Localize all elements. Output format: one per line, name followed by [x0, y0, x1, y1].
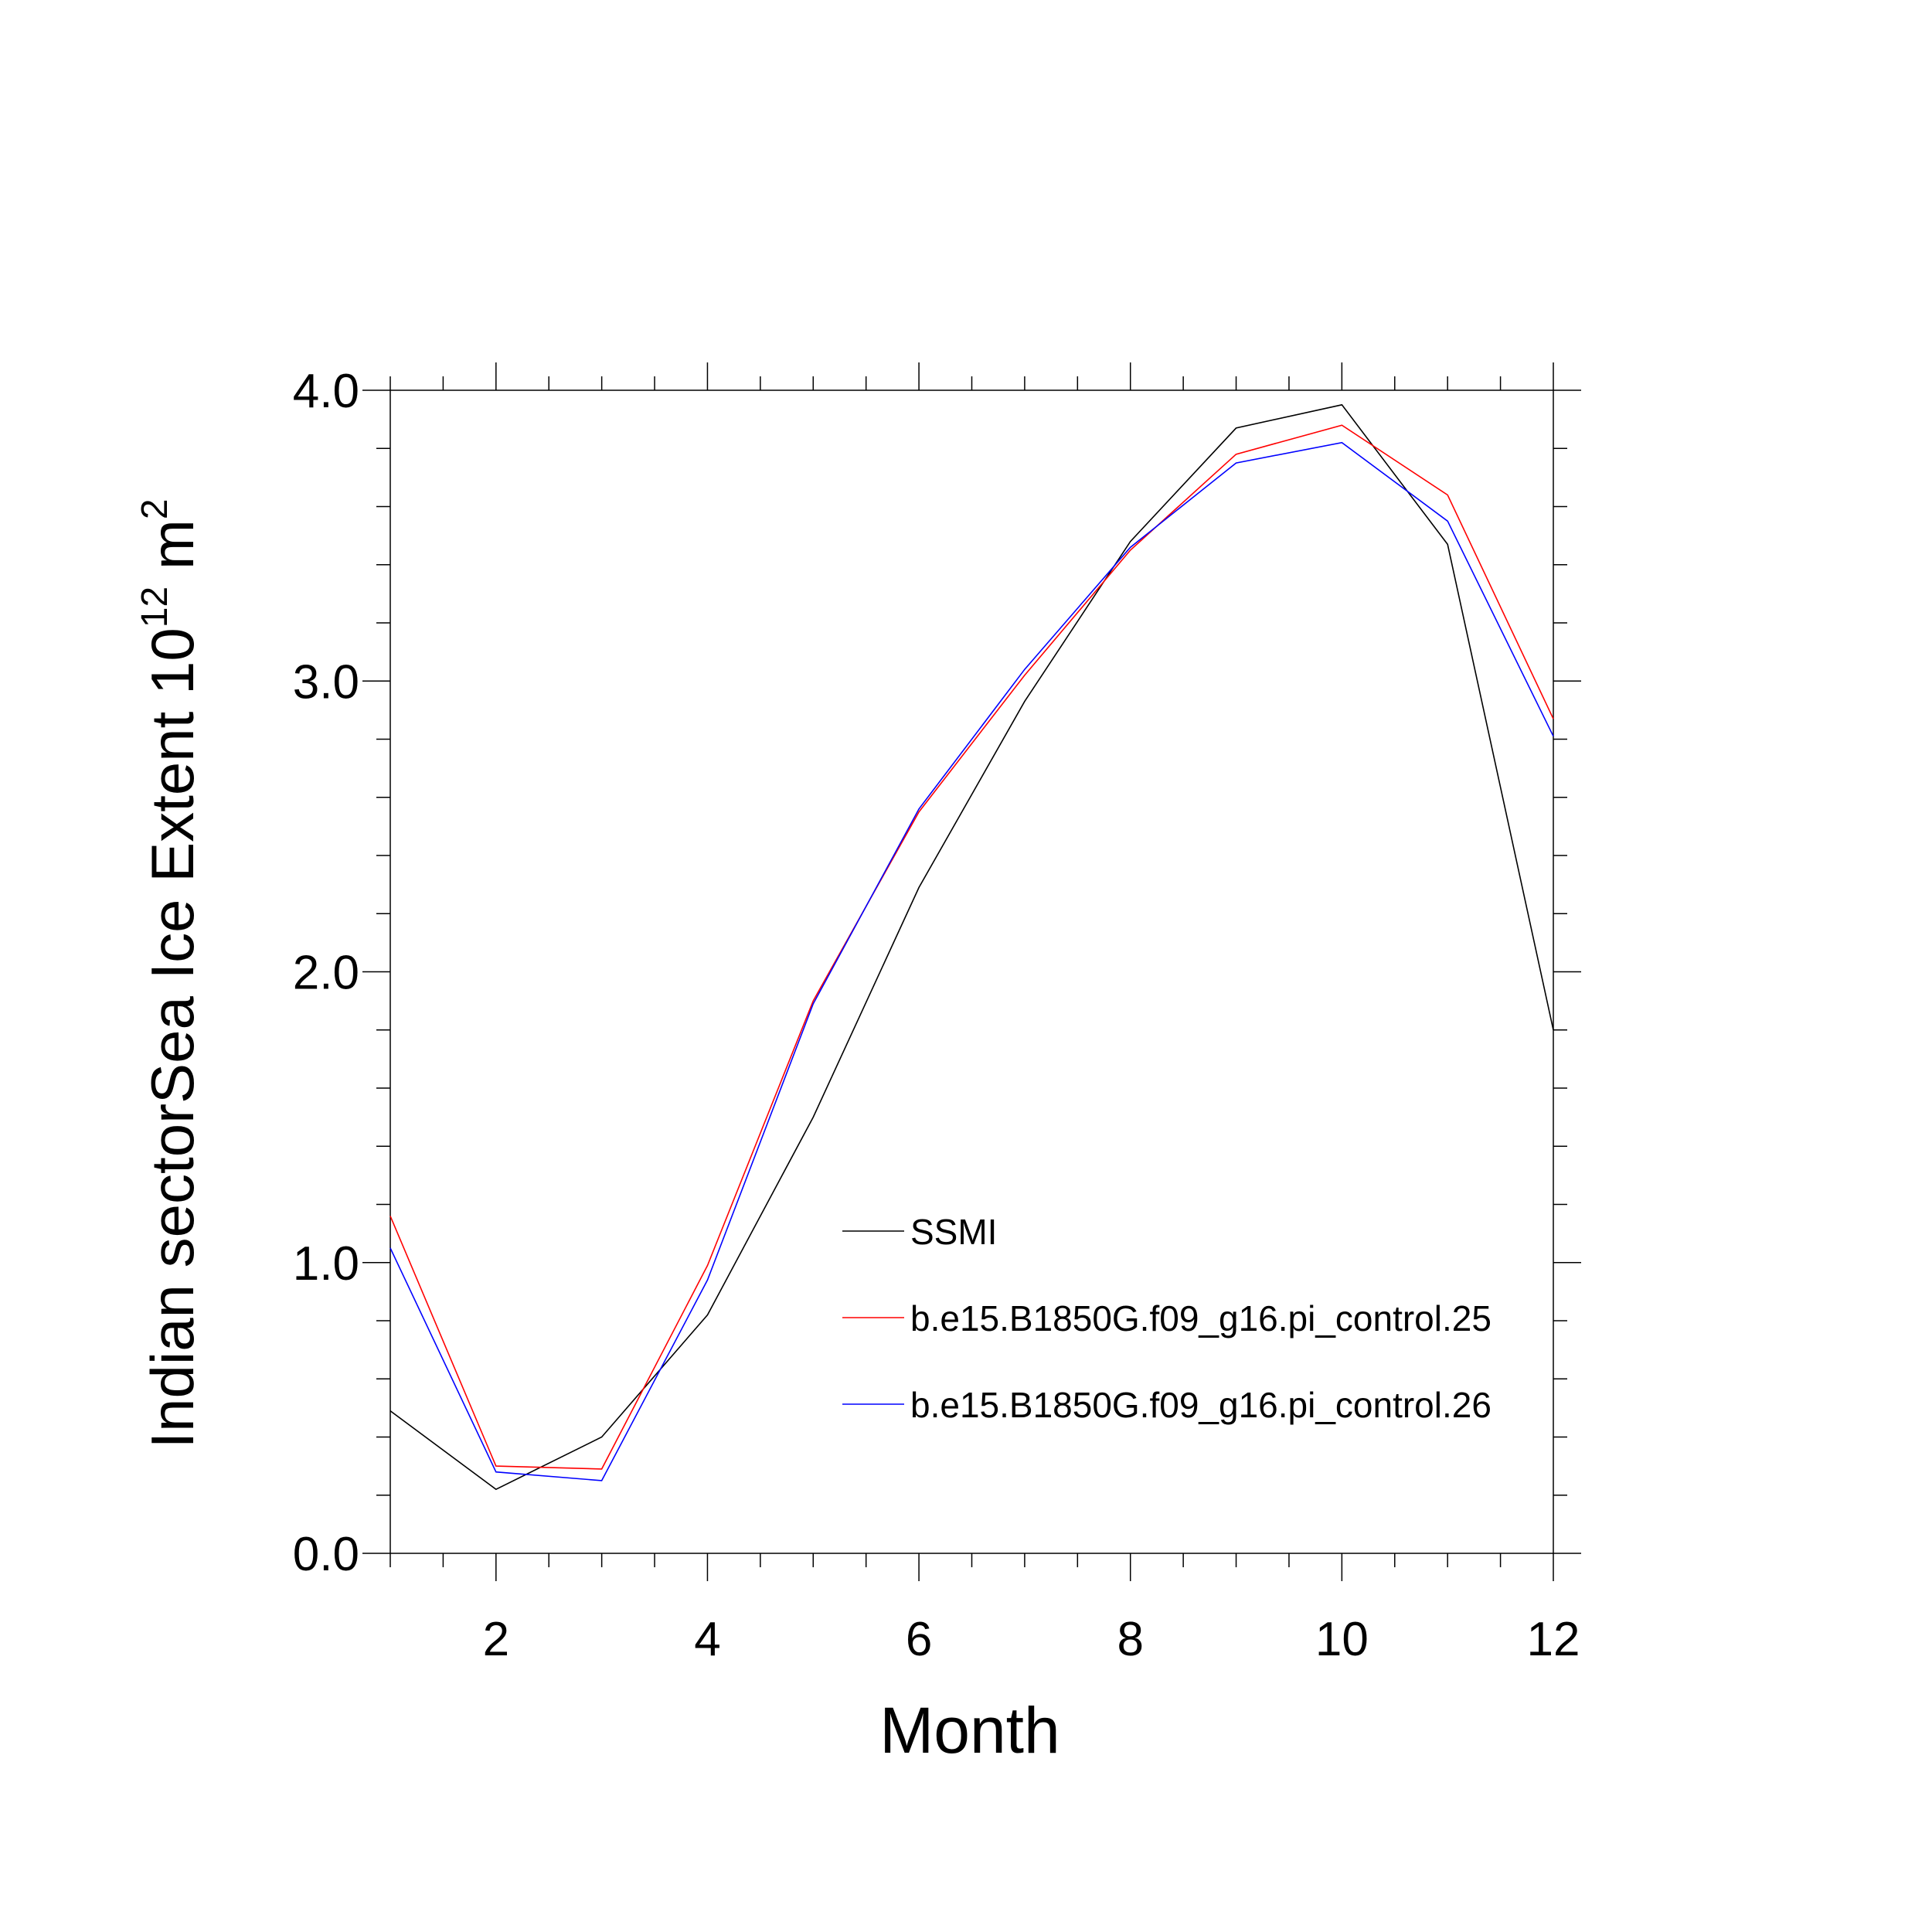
y-tick-label: 2.0 — [293, 947, 359, 1000]
y-tick-label: 4.0 — [293, 365, 359, 418]
x-tick-label: 8 — [1117, 1613, 1143, 1666]
axis-ticks — [362, 362, 1581, 1581]
legend-label-1: SSMI — [910, 1212, 997, 1252]
y-axis-title: Indian sectorSea Ice Extent 1012 m2 — [134, 498, 206, 1448]
tick-labels: 2 4 6 8 10 12 0.0 1.0 2.0 3.0 4.0 — [293, 365, 1580, 1666]
x-tick-label: 12 — [1527, 1613, 1580, 1666]
legend: SSMI b.e15.B1850G.f09_g16.pi_control.25 b.… — [842, 1212, 1492, 1425]
plot-frame — [389, 389, 1554, 1554]
legend-label-2: b.e15.B1850G.f09_g16.pi_control.25 — [910, 1298, 1492, 1338]
x-tick-label: 4 — [694, 1613, 720, 1666]
x-tick-label: 6 — [906, 1613, 932, 1666]
series-line-1 — [389, 403, 1554, 1491]
x-tick-label: 10 — [1315, 1613, 1369, 1666]
y-tick-label: 3.0 — [293, 655, 359, 709]
series-lines — [389, 403, 1554, 1491]
y-tick-label: 1.0 — [293, 1237, 359, 1291]
series-line-2 — [389, 424, 1554, 1470]
x-axis-title: Month — [879, 1694, 1060, 1767]
series-line-3 — [389, 441, 1554, 1481]
y-tick-label: 0.0 — [293, 1528, 359, 1581]
x-tick-label: 2 — [483, 1613, 509, 1666]
legend-label-3: b.e15.B1850G.f09_g16.pi_control.26 — [910, 1385, 1492, 1425]
